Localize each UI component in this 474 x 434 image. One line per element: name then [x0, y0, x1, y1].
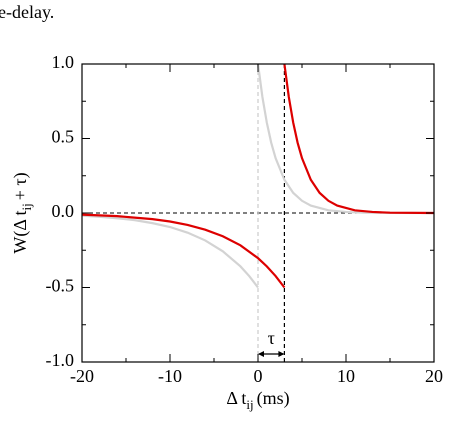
tau-label: τ	[268, 328, 275, 348]
y-label-main: W(Δ t	[10, 211, 31, 254]
y-label-sub: ij	[19, 203, 34, 210]
x-axis-label: Δ tij (ms)	[226, 388, 289, 412]
x-tick-label: -10	[158, 366, 182, 386]
x-label-main: Δ t	[226, 388, 246, 408]
y-tick-label: -1.0	[46, 350, 75, 370]
arrow-head	[258, 351, 264, 357]
y-tick-label: 1.0	[52, 52, 75, 72]
y-tick-label: 0.0	[52, 201, 75, 221]
arrow-head	[278, 351, 285, 357]
x-tick-label: 0	[254, 366, 263, 386]
y-label-rest: + τ)	[10, 172, 31, 200]
y-tick-label: -0.5	[46, 276, 75, 296]
x-label-sub: ij	[246, 397, 253, 412]
caption-fragment: e-delay.	[0, 2, 54, 22]
y-tick-label: 0.5	[52, 127, 75, 147]
x-tick-label: 20	[425, 366, 443, 386]
x-tick-label: 10	[337, 366, 355, 386]
x-tick-label: -20	[70, 366, 94, 386]
y-axis-label: W(Δ tij + τ)	[10, 172, 34, 253]
curve	[81, 63, 435, 289]
curve	[81, 63, 435, 289]
x-label-rest: (ms)	[257, 388, 290, 409]
